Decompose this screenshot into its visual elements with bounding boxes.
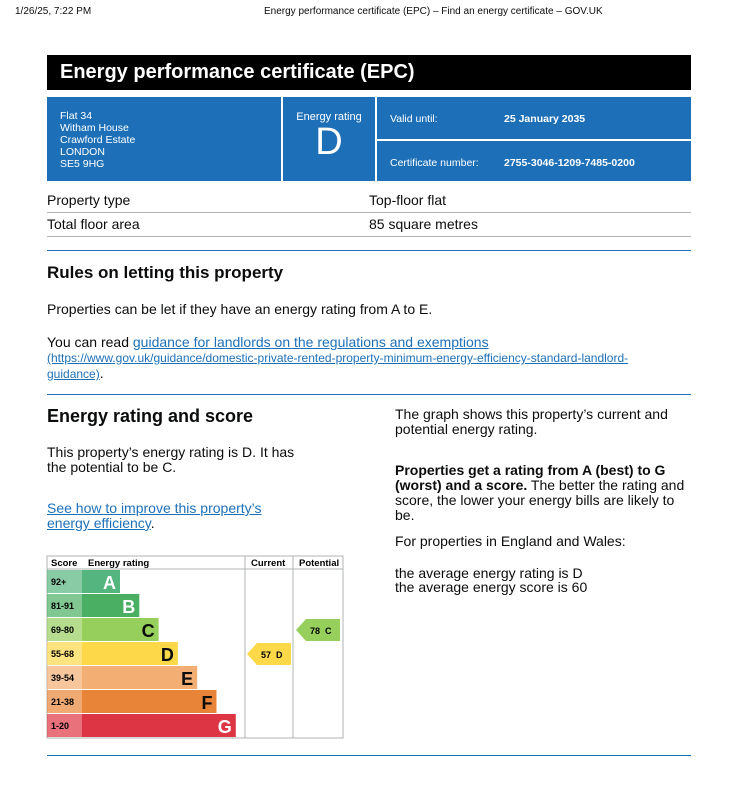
rating-box: Energy rating D — [283, 97, 375, 181]
paragraph: This property’s energy rating is D. It h… — [47, 444, 295, 475]
band-score: 81-91 — [51, 601, 74, 611]
column-header: Score — [51, 558, 77, 569]
rating-label: Energy rating — [296, 111, 362, 123]
column-header: Current — [251, 558, 286, 569]
band-bar — [82, 690, 217, 713]
title: Energy performance certificate (EPC) — [60, 61, 415, 83]
row-rule — [47, 236, 691, 237]
column-header: Energy rating — [88, 558, 149, 569]
bold-text: Properties get a rating from A (best) to… — [395, 462, 666, 493]
row-label: Property type — [47, 192, 131, 208]
score-cell — [47, 666, 82, 689]
text: . — [99, 365, 104, 381]
address-box: Flat 34 Witham House Crawford Estate LONDON… — [47, 97, 281, 181]
valid-label: Valid until: — [390, 113, 438, 125]
score-cell — [47, 594, 82, 617]
row-label: Total floor area — [47, 216, 140, 232]
text: . — [150, 515, 155, 531]
current-score: 57 — [261, 650, 271, 660]
divider — [47, 394, 691, 395]
band-score: 92+ — [51, 577, 66, 587]
score-cell — [47, 714, 82, 737]
row-value: Top-floor flat — [369, 192, 447, 208]
band-score: 69-80 — [51, 625, 74, 635]
score-cell — [47, 618, 82, 641]
address-line: LONDON — [60, 146, 105, 158]
valid-box: Valid until: 25 January 2035 — [377, 97, 691, 139]
divider — [47, 755, 691, 756]
band-letter: G — [218, 717, 232, 737]
certificate-label: Certificate number: — [390, 157, 479, 169]
band-bar — [82, 594, 140, 617]
heading: Energy rating and score — [47, 406, 254, 426]
band-score: 21-38 — [51, 697, 74, 707]
band-letter: B — [122, 597, 135, 617]
band-bar — [82, 618, 159, 641]
potential-score: 78 — [310, 626, 320, 636]
link-url[interactable]: (https://www.gov.uk/guidance/domestic-pr… — [47, 351, 629, 381]
print-title: Energy performance certificate (EPC) – F… — [264, 6, 603, 17]
band-score: 55-68 — [51, 649, 74, 659]
list-item: the average energy rating is D — [395, 565, 583, 581]
paragraph: The graph shows this property’s current … — [395, 406, 668, 437]
text: You can read — [47, 334, 133, 350]
address-line: SE5 9HG — [60, 158, 105, 170]
band-letter: C — [142, 621, 155, 641]
paragraph: For properties in England and Wales: — [395, 533, 626, 549]
print-date: 1/26/25, 7:22 PM — [15, 6, 92, 17]
band-score: 39-54 — [51, 673, 74, 683]
paragraph: Properties get a rating from A (best) to… — [395, 463, 695, 523]
band-bar — [82, 714, 236, 737]
row-value: 85 square metres — [369, 216, 478, 232]
band-letter: F — [202, 693, 213, 713]
heading: Rules on letting this property — [47, 263, 284, 282]
potential-arrow — [296, 619, 340, 641]
address-line: Witham House — [60, 122, 129, 134]
score-cell — [47, 570, 82, 593]
current-arrow — [247, 643, 291, 665]
certificate-box: Certificate number: 2755-3046-1209-7485-… — [377, 141, 691, 181]
text: The better the rating and score, the low… — [395, 477, 685, 523]
address: Flat 34 Witham House Crawford Estate LONDON… — [60, 110, 135, 170]
band-bar — [82, 642, 178, 665]
rating-letter: D — [315, 121, 343, 163]
epc-graph: Score Energy rating Current Potential 92+ A 81… — [46, 555, 344, 739]
title-bar: Energy performance certificate (EPC) — [47, 55, 691, 90]
address-line: Flat 34 — [60, 110, 93, 122]
paragraph: See how to improve this property’s energ… — [47, 501, 307, 531]
potential-letter: C — [325, 626, 332, 636]
link[interactable]: See how to improve this property’s energ… — [47, 500, 262, 531]
list-item: the average energy score is 60 — [395, 579, 588, 595]
valid-value: 25 January 2035 — [504, 113, 586, 125]
row-rule — [47, 212, 691, 213]
paragraph: Properties can be let if they have an en… — [47, 301, 433, 317]
band-bar — [82, 666, 198, 689]
band-letter: E — [181, 669, 193, 689]
address-line: Crawford Estate — [60, 134, 136, 146]
current-letter: D — [276, 650, 283, 660]
band-letter: D — [161, 645, 174, 665]
certificate-value: 2755-3046-1209-7485-0200 — [504, 157, 635, 169]
score-cell — [47, 642, 82, 665]
band-bar — [82, 570, 120, 593]
link[interactable]: guidance for landlords on the regulation… — [47, 334, 629, 382]
score-cell — [47, 690, 82, 713]
divider — [47, 250, 691, 251]
paragraph: You can read guidance for landlords on t… — [47, 335, 677, 382]
band-score: 1-20 — [51, 721, 69, 731]
column-header: Potential — [299, 558, 339, 569]
link-text[interactable]: guidance for landlords on the regulation… — [132, 334, 489, 350]
band-letter: A — [103, 573, 116, 593]
